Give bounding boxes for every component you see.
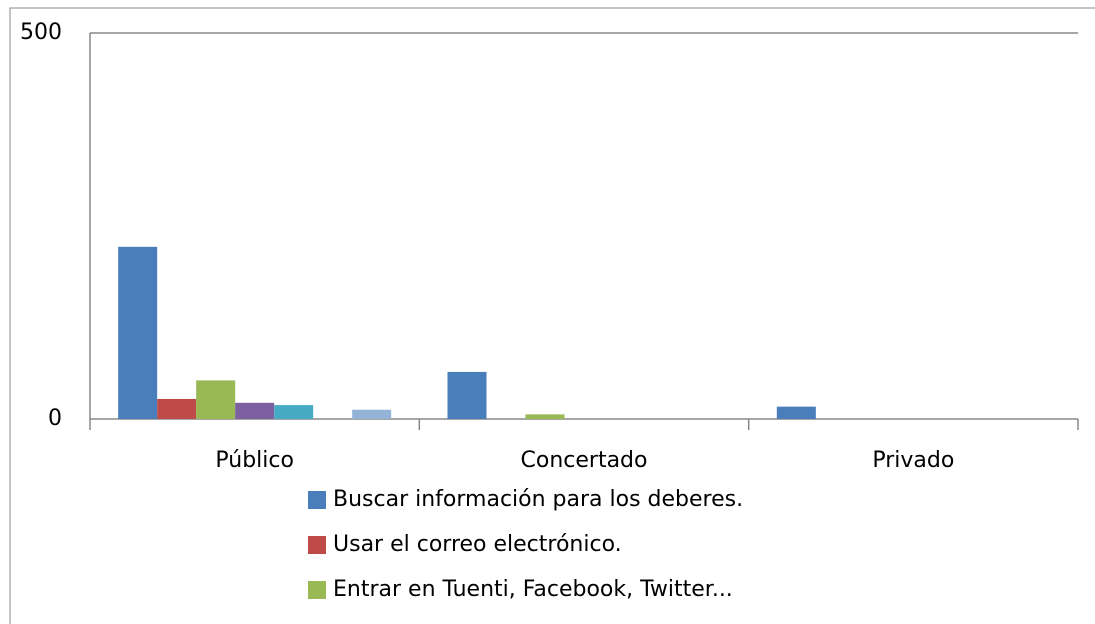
legend-label: Buscar información para los deberes. — [333, 487, 743, 512]
bar — [447, 371, 487, 419]
bar — [157, 398, 197, 419]
chart-frame — [9, 7, 1095, 624]
legend-label: Entrar en Tuenti, Facebook, Twitter... — [333, 577, 733, 602]
bar — [235, 402, 275, 419]
legend-label: Usar el correo electrónico. — [333, 532, 622, 557]
bar — [274, 405, 314, 419]
legend-swatch — [308, 536, 326, 554]
legend-swatch — [308, 581, 326, 599]
bar — [525, 414, 565, 419]
y-tick-label: 0 — [48, 406, 62, 431]
bar — [352, 409, 392, 419]
x-tick-label: Privado — [872, 448, 954, 473]
bar — [776, 406, 816, 419]
x-tick-label: Concertado — [521, 448, 648, 473]
x-tick-label: Público — [215, 448, 294, 473]
bar — [196, 380, 236, 419]
y-tick-label: 500 — [20, 20, 62, 45]
legend-swatch — [308, 491, 326, 509]
bar — [118, 246, 158, 419]
